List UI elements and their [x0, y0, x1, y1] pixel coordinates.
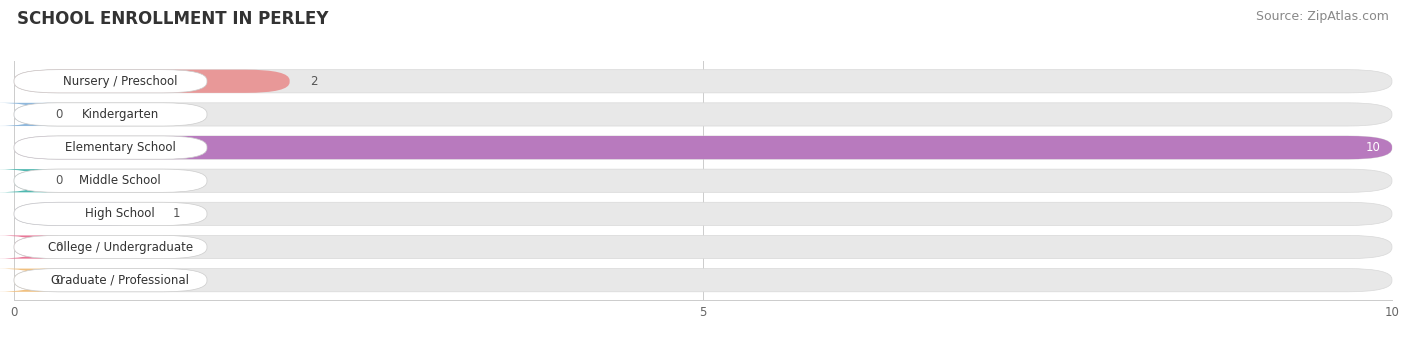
Text: 0: 0 — [55, 274, 63, 287]
FancyBboxPatch shape — [14, 136, 1392, 159]
FancyBboxPatch shape — [14, 235, 1392, 258]
FancyBboxPatch shape — [0, 103, 58, 126]
FancyBboxPatch shape — [14, 103, 207, 126]
FancyBboxPatch shape — [14, 103, 1392, 126]
FancyBboxPatch shape — [14, 70, 207, 93]
Text: Elementary School: Elementary School — [65, 141, 176, 154]
FancyBboxPatch shape — [14, 202, 1392, 225]
FancyBboxPatch shape — [14, 169, 1392, 192]
Text: Source: ZipAtlas.com: Source: ZipAtlas.com — [1256, 10, 1389, 23]
Text: Kindergarten: Kindergarten — [82, 108, 159, 121]
FancyBboxPatch shape — [14, 70, 290, 93]
FancyBboxPatch shape — [0, 169, 58, 192]
FancyBboxPatch shape — [14, 136, 207, 159]
FancyBboxPatch shape — [14, 202, 152, 225]
FancyBboxPatch shape — [0, 269, 58, 292]
FancyBboxPatch shape — [0, 235, 58, 258]
Text: 0: 0 — [55, 108, 63, 121]
Text: Graduate / Professional: Graduate / Professional — [51, 274, 190, 287]
FancyBboxPatch shape — [14, 269, 1392, 292]
Text: High School: High School — [86, 207, 155, 220]
Text: Middle School: Middle School — [79, 174, 162, 187]
FancyBboxPatch shape — [14, 269, 207, 292]
FancyBboxPatch shape — [14, 136, 1392, 159]
FancyBboxPatch shape — [14, 70, 1392, 93]
FancyBboxPatch shape — [14, 169, 207, 192]
Text: 10: 10 — [1367, 141, 1381, 154]
Text: 0: 0 — [55, 174, 63, 187]
Text: 2: 2 — [311, 75, 318, 88]
Text: College / Undergraduate: College / Undergraduate — [48, 240, 193, 254]
FancyBboxPatch shape — [14, 235, 207, 258]
FancyBboxPatch shape — [14, 202, 207, 225]
Text: SCHOOL ENROLLMENT IN PERLEY: SCHOOL ENROLLMENT IN PERLEY — [17, 10, 329, 28]
Text: Nursery / Preschool: Nursery / Preschool — [63, 75, 177, 88]
Text: 1: 1 — [173, 207, 180, 220]
Text: 0: 0 — [55, 240, 63, 254]
